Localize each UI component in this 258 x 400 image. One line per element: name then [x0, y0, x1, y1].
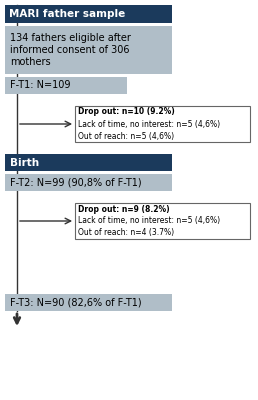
- FancyBboxPatch shape: [5, 26, 172, 74]
- Text: F-T1: N=109: F-T1: N=109: [10, 80, 70, 90]
- FancyBboxPatch shape: [75, 106, 250, 142]
- Text: Out of reach: n=5 (4,6%): Out of reach: n=5 (4,6%): [78, 132, 174, 140]
- Text: F-T2: N=99 (90,8% of F-T1): F-T2: N=99 (90,8% of F-T1): [10, 178, 142, 188]
- Text: Out of reach: n=4 (3.7%): Out of reach: n=4 (3.7%): [78, 228, 174, 238]
- FancyBboxPatch shape: [5, 77, 127, 94]
- Text: F-T3: N=90 (82,6% of F-T1): F-T3: N=90 (82,6% of F-T1): [10, 298, 142, 308]
- Text: Drop out: n=9 (8.2%): Drop out: n=9 (8.2%): [78, 204, 170, 214]
- FancyBboxPatch shape: [5, 5, 172, 23]
- Text: Birth: Birth: [10, 158, 39, 168]
- FancyBboxPatch shape: [5, 294, 172, 311]
- FancyBboxPatch shape: [5, 154, 172, 171]
- Text: Lack of time, no interest: n=5 (4,6%): Lack of time, no interest: n=5 (4,6%): [78, 216, 220, 226]
- Text: 134 fathers eligible after
informed consent of 306
mothers: 134 fathers eligible after informed cons…: [10, 33, 131, 67]
- FancyBboxPatch shape: [5, 174, 172, 191]
- FancyBboxPatch shape: [75, 203, 250, 239]
- Text: Lack of time, no interest: n=5 (4,6%): Lack of time, no interest: n=5 (4,6%): [78, 120, 220, 128]
- Text: Drop out: n=10 (9.2%): Drop out: n=10 (9.2%): [78, 108, 175, 116]
- Text: MARI father sample: MARI father sample: [9, 9, 125, 19]
